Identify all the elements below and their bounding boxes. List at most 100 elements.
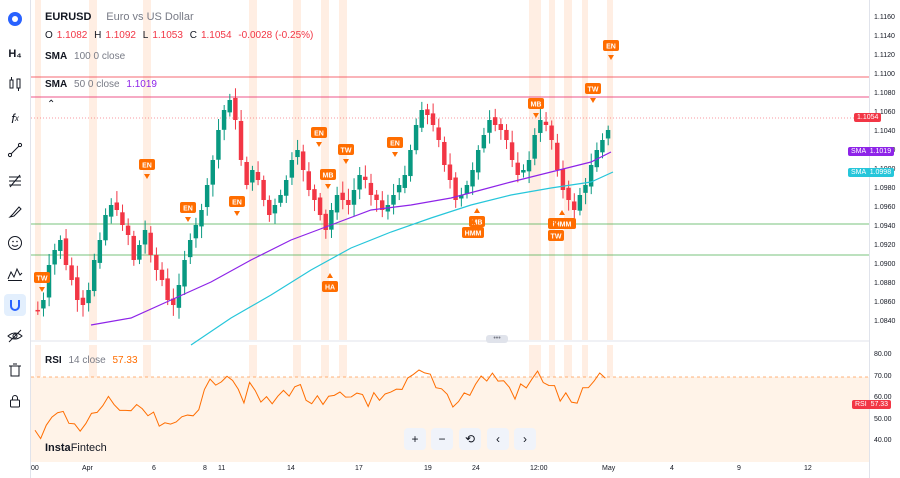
candle-body xyxy=(58,240,63,251)
highlight-band xyxy=(339,0,347,340)
candle-body xyxy=(413,125,419,151)
zoom-out-button[interactable]: − xyxy=(431,428,453,450)
candle-body xyxy=(295,150,300,158)
sma100-tag: SMA 1.0998 xyxy=(848,168,895,177)
pattern-marker-label: HA xyxy=(325,285,335,292)
pattern-marker-badge xyxy=(548,230,564,241)
candle-body xyxy=(402,175,408,188)
candle-body xyxy=(363,176,368,180)
rsi-tick-label: 50.00 xyxy=(874,416,892,423)
pattern-marker-arrow xyxy=(533,113,539,118)
pattern-marker-arrow xyxy=(327,273,333,278)
pattern-marker-badge xyxy=(34,272,50,283)
rsi-legend[interactable]: RSI 14 close 57.33 xyxy=(45,355,142,366)
trash-icon[interactable] xyxy=(4,359,26,381)
pattern-marker-label: iHMM xyxy=(553,222,572,229)
candle-body xyxy=(80,297,86,305)
highlight-band xyxy=(582,0,588,340)
price-tick-label: 1.0900 xyxy=(874,261,896,268)
candle-body xyxy=(549,125,554,140)
rsi-line xyxy=(34,369,606,440)
candle-body xyxy=(154,254,159,270)
pattern-marker-label: EN xyxy=(183,206,193,213)
time-tick-label: 12:00 xyxy=(530,465,548,472)
candle-body xyxy=(159,269,165,280)
candle-body xyxy=(125,225,131,235)
pattern-marker-arrow xyxy=(559,210,565,215)
candle-body xyxy=(566,187,571,200)
candle-body xyxy=(532,135,537,159)
candle-body xyxy=(340,192,345,200)
candle-body xyxy=(351,190,357,205)
candle-body xyxy=(255,171,261,180)
candle-body xyxy=(317,197,323,215)
lock-icon[interactable] xyxy=(4,390,26,412)
hide-drawings-icon[interactable] xyxy=(4,325,26,347)
scroll-left-button[interactable]: ‹ xyxy=(487,428,509,450)
emoji-icon[interactable] xyxy=(4,232,26,254)
scroll-right-button[interactable]: › xyxy=(514,428,536,450)
candle-body xyxy=(41,300,46,309)
candle-body xyxy=(571,201,577,210)
time-tick-label: 19 xyxy=(424,465,432,472)
candle-body xyxy=(182,260,187,287)
chart-pane[interactable]: TW EN EN EN EN MB TW EN HA MB HMM MB iHMM TW TW EN EURU… xyxy=(31,0,869,478)
candle-body xyxy=(69,265,74,280)
pattern-marker-badge xyxy=(585,83,601,94)
sma100-legend[interactable]: SMA 100 0 close xyxy=(45,51,129,62)
candle-body xyxy=(75,277,80,300)
candle-body xyxy=(442,141,447,165)
time-tick-label: Apr xyxy=(82,465,93,472)
candle-body xyxy=(391,195,396,205)
sma50-legend[interactable]: SMA 50 0 close 1.1019 xyxy=(45,79,161,90)
brush-icon[interactable] xyxy=(4,201,26,223)
app-logo-icon[interactable] xyxy=(4,8,26,30)
candle-body xyxy=(498,124,504,130)
time-tick-label: 17 xyxy=(355,465,363,472)
pattern-marker-label: MB xyxy=(323,173,334,180)
pattern-marker-arrow xyxy=(474,208,480,213)
pattern-marker-label: TW xyxy=(37,276,48,283)
candle-body xyxy=(204,185,210,208)
candles-icon[interactable] xyxy=(4,73,26,95)
reset-view-button[interactable]: ⟲ xyxy=(459,428,481,450)
price-tick-label: 1.0980 xyxy=(874,185,896,192)
high-label: H xyxy=(94,30,102,41)
price-axis[interactable]: 1.1160 1.1140 1.1120 1.1100 1.1080 1.1060 1.10… xyxy=(848,0,900,478)
pattern-marker-label: EN xyxy=(390,141,400,148)
pattern-marker-arrow xyxy=(470,219,476,224)
pattern-marker-label: EN xyxy=(232,200,242,207)
candle-body xyxy=(447,164,453,180)
candle-body xyxy=(312,189,317,200)
candle-body xyxy=(504,129,509,140)
trend-line-icon[interactable] xyxy=(4,139,26,161)
pattern-marker-badge xyxy=(603,40,619,51)
candle-body xyxy=(131,235,136,260)
candle-body xyxy=(396,185,402,193)
candle-body xyxy=(91,260,97,292)
candle-body xyxy=(430,113,436,125)
pattern-marker-arrow xyxy=(590,98,596,103)
pane-resize-handle[interactable]: ••• xyxy=(486,335,508,343)
patterns-icon[interactable] xyxy=(4,263,26,285)
rsi-tick-label: 40.00 xyxy=(874,437,892,444)
candle-body xyxy=(306,171,312,190)
candle-body xyxy=(323,213,328,230)
magnet-icon[interactable] xyxy=(4,294,26,316)
rsi-name: RSI xyxy=(45,355,62,366)
rsi-value: 57.33 xyxy=(112,355,138,366)
candle-body xyxy=(543,121,549,125)
collapse-legend-icon[interactable]: ⌃ xyxy=(47,99,56,110)
price-tick-label: 1.1100 xyxy=(874,71,895,78)
symbol-ticker[interactable]: EURUSD xyxy=(45,11,92,23)
fib-retracement-icon[interactable] xyxy=(4,170,26,192)
chart-interval-icon[interactable]: H₄ xyxy=(8,48,22,60)
price-tick-label: 1.0940 xyxy=(874,223,896,230)
candle-body xyxy=(379,200,385,210)
time-tick-label: 9 xyxy=(737,465,741,472)
chart-canvas[interactable]: TW EN EN EN EN MB TW EN HA MB HMM MB iHMM TW TW EN xyxy=(31,0,869,478)
price-tick-label: 1.1160 xyxy=(874,14,895,21)
price-tick-label: 1.1140 xyxy=(874,33,895,40)
zoom-in-button[interactable]: + xyxy=(404,428,426,450)
